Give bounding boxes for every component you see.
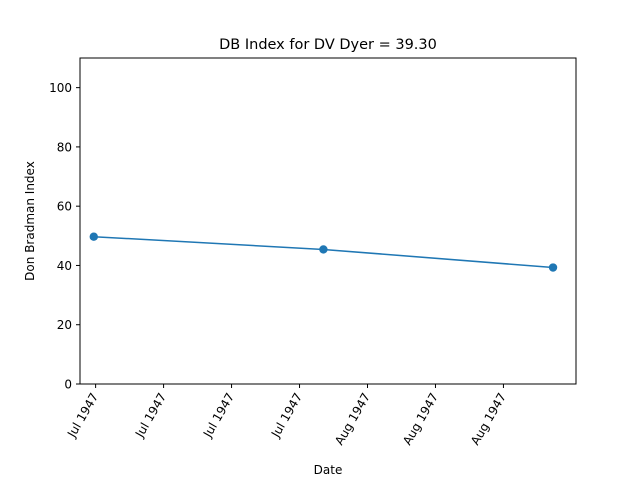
x-axis: Jul 1947 Jul 1947 Jul 1947 Jul 1947 Aug 1947… <box>64 384 509 448</box>
y-axis: 0 20 40 60 80 100 <box>49 81 80 392</box>
x-tick-label: Aug 1947 <box>468 391 509 448</box>
x-tick-label: Aug 1947 <box>400 391 441 448</box>
x-tick-label: Jul 1947 <box>268 391 305 441</box>
x-tick-label: Jul 1947 <box>64 391 101 441</box>
x-axis-label: Date <box>314 463 343 477</box>
x-tick-label: Jul 1947 <box>132 391 169 441</box>
y-tick-label: 0 <box>64 378 72 392</box>
data-point <box>89 232 98 241</box>
y-tick-label: 80 <box>57 140 72 154</box>
y-axis-label: Don Bradman Index <box>23 161 37 281</box>
data-point <box>548 263 558 272</box>
chart-title: DB Index for DV Dyer = 39.30 <box>219 37 437 53</box>
data-point <box>319 245 328 254</box>
series-layer <box>89 232 558 272</box>
plot-frame <box>79 57 577 385</box>
y-tick-label: 40 <box>57 259 72 273</box>
x-tick-label: Jul 1947 <box>200 391 237 441</box>
x-tick-label: Aug 1947 <box>332 391 373 448</box>
y-tick-label: 20 <box>57 318 72 332</box>
y-tick-label: 100 <box>49 81 72 95</box>
y-tick-label: 60 <box>57 200 72 214</box>
